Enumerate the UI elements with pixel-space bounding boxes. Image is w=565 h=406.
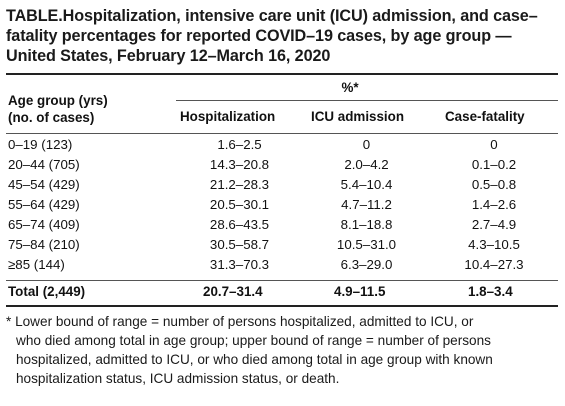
case-fatality-cell: 2.7–4.9 xyxy=(471,217,517,232)
icu-admission-cell: 5.4–10.4 xyxy=(340,177,393,192)
icu-admission-cell: 10.5–31.0 xyxy=(336,237,397,252)
table-row: 0–19 (123) 1.6–2.5 0 0 xyxy=(6,135,558,155)
bottom-rule xyxy=(6,305,558,307)
table-row: ≥85 (144) 31.3–70.3 6.3–29.0 10.4–27.3 xyxy=(6,255,558,275)
case-fatality-cell: 0 xyxy=(490,137,498,152)
age-group-cell: 55–64 (429) xyxy=(8,197,80,212)
total-age-cell: Total (2,449) xyxy=(8,284,86,299)
age-group-cell: ≥85 (144) xyxy=(8,257,65,272)
hospitalization-cell: 20.5–30.1 xyxy=(209,197,270,212)
footnote: * Lower bound of range = number of perso… xyxy=(6,312,558,388)
age-group-header-line2: (no. of cases) xyxy=(8,110,95,125)
header-rule xyxy=(6,133,558,134)
percent-spanner-header: %* xyxy=(341,80,359,95)
icu-admission-cell: 4.7–11.2 xyxy=(341,197,392,212)
hospitalization-cell: 1.6–2.5 xyxy=(217,137,262,152)
table-title-text: Hospitalization, intensive care unit (IC… xyxy=(6,7,538,65)
age-group-cell: 75–84 (210) xyxy=(8,237,80,252)
hospitalization-column-header: Hospitalization xyxy=(180,109,276,124)
case-fatality-cell: 10.4–27.3 xyxy=(464,257,524,272)
case-fatality-cell: 0.1–0.2 xyxy=(471,157,517,172)
spanner-rule xyxy=(176,100,558,101)
footnote-line2: who died among total in age group; upper… xyxy=(16,333,493,386)
icu-admission-cell: 6.3–29.0 xyxy=(340,257,393,272)
table-row: 75–84 (210) 30.5–58.7 10.5–31.0 4.3–10.5 xyxy=(6,235,558,255)
age-group-cell: 0–19 (123) xyxy=(8,137,73,152)
case-fatality-cell: 4.3–10.5 xyxy=(468,237,520,252)
footnote-line1: * Lower bound of range = number of perso… xyxy=(6,314,474,329)
total-icu-admission-cell: 4.9–11.5 xyxy=(334,284,386,299)
icu-admission-cell: 0 xyxy=(362,137,371,152)
hospitalization-cell: 28.6–43.5 xyxy=(209,217,270,232)
title-rule xyxy=(6,73,558,75)
age-group-cell: 45–54 (429) xyxy=(8,177,80,192)
icu-admission-column-header: ICU admission xyxy=(311,109,405,124)
total-case-fatality-cell: 1.8–3.4 xyxy=(468,284,513,299)
table-title-label: TABLE. xyxy=(6,7,63,25)
table-row: 45–54 (429) 21.2–28.3 5.4–10.4 0.5–0.8 xyxy=(6,175,558,195)
case-fatality-column-header: Case-fatality xyxy=(445,109,525,124)
case-fatality-cell: 0.5–0.8 xyxy=(471,177,517,192)
table-row: 65–74 (409) 28.6–43.5 8.1–18.8 2.7–4.9 xyxy=(6,215,558,235)
case-fatality-cell: 1.4–2.6 xyxy=(471,197,517,212)
age-group-cell: 65–74 (409) xyxy=(8,217,80,232)
icu-admission-cell: 8.1–18.8 xyxy=(340,217,393,232)
total-rule xyxy=(6,280,558,281)
data-table: 0–19 (123) 1.6–2.5 0 0 20–44 (705) 14.3–… xyxy=(6,135,558,275)
icu-admission-cell: 2.0–4.2 xyxy=(344,157,389,172)
table-row: 55–64 (429) 20.5–30.1 4.7–11.2 1.4–2.6 xyxy=(6,195,558,215)
hospitalization-cell: 31.3–70.3 xyxy=(209,257,270,272)
table-row: 20–44 (705) 14.3–20.8 2.0–4.2 0.1–0.2 xyxy=(6,155,558,175)
hospitalization-cell: 21.2–28.3 xyxy=(209,177,270,192)
table-title: TABLE.Hospitalization, intensive care un… xyxy=(6,6,558,66)
hospitalization-cell: 30.5–58.7 xyxy=(209,237,270,252)
age-group-header-line1: Age group (yrs) xyxy=(8,93,108,108)
total-hospitalization-cell: 20.7–31.4 xyxy=(203,284,263,299)
hospitalization-cell: 14.3–20.8 xyxy=(209,157,270,172)
age-group-column-header: Age group (yrs) (no. of cases) xyxy=(8,92,108,126)
age-group-cell: 20–44 (705) xyxy=(8,157,80,172)
